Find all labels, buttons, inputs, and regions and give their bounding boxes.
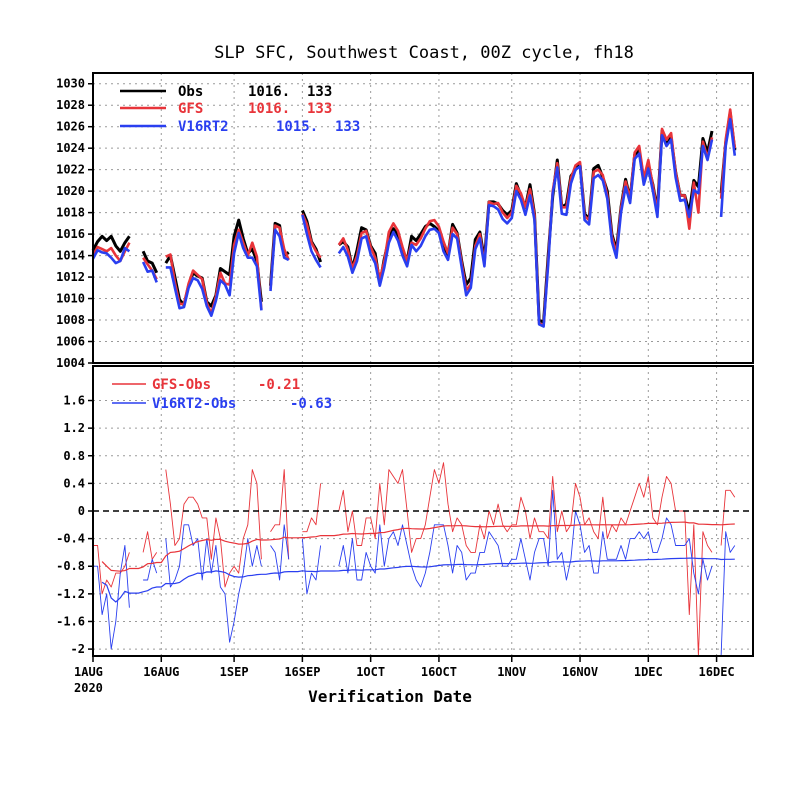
x-tick-label: 16OCT — [421, 665, 457, 679]
bottom-y-tick-label: -0.8 — [56, 559, 85, 573]
top-y-tick-label: 1010 — [56, 292, 85, 306]
x-tick-label: 16NOV — [562, 665, 598, 679]
legend-values-v16rt2: 1015. 133 — [276, 119, 360, 135]
bottom-legend: GFS-Obs -0.21 V16RT2-Obs -0.63 — [112, 377, 332, 412]
running-mean-gfs-obs — [101, 521, 735, 572]
series-line-v16rt2 — [91, 117, 737, 328]
x-tick-label: 1DEC — [634, 665, 663, 679]
legend-label-v16rt2: V16RT2 — [178, 119, 229, 135]
top-y-tick-label: 1024 — [56, 141, 85, 155]
x-axis-ticks: 1AUG 16AUG 1SEP 16SEP 1OCT 16OCT 1NOV 16NOV 1DEC… — [74, 656, 735, 679]
top-y-tick-label: 1020 — [56, 184, 85, 198]
x-axis-year-label: 2020 — [74, 681, 103, 695]
legend-label-gfs: GFS — [178, 101, 203, 117]
legend-value-gfs-obs: -0.21 — [258, 377, 300, 393]
bottom-panel-running-means — [101, 521, 735, 603]
bottom-y-tick-label: 1.2 — [63, 421, 85, 435]
top-panel-series — [91, 108, 737, 328]
top-y-tick-label: 1004 — [56, 356, 85, 370]
top-panel-frame — [92, 72, 754, 364]
legend-value-v16rt2-obs: -0.63 — [290, 396, 332, 412]
bottom-y-tick-label: 0.8 — [63, 449, 85, 463]
bottom-y-tick-label: 0.4 — [63, 476, 85, 490]
x-tick-label: 1AUG — [74, 665, 103, 679]
top-y-tick-label: 1018 — [56, 206, 85, 220]
bottom-panel-series — [93, 462, 736, 657]
x-tick-label: 16DEC — [699, 665, 735, 679]
bottom-y-tick-label: 1.6 — [63, 394, 85, 408]
top-y-tick-label: 1014 — [56, 249, 85, 263]
x-tick-label: 1OCT — [356, 665, 385, 679]
legend-label-obs: Obs — [178, 84, 203, 100]
x-tick-label: 16AUG — [143, 665, 179, 679]
running-mean-v16rt2-obs — [101, 557, 735, 603]
bottom-panel-y-ticks: -2 -1.6 -1.2 -0.8 -0.4 0 0.4 0.8 1.2 1.6 — [56, 394, 93, 656]
x-tick-label: 1SEP — [220, 665, 249, 679]
top-panel-y-ticks: 1004 1006 1008 1010 1012 1014 1016 1018 1020 1022… — [56, 77, 93, 370]
top-y-tick-label: 1028 — [56, 98, 85, 112]
bottom-y-tick-label: -1.2 — [56, 587, 85, 601]
x-tick-label: 1NOV — [497, 665, 526, 679]
series-line-v16rt2-obs — [93, 489, 736, 657]
x-axis-label: Verification Date — [308, 687, 472, 706]
top-y-tick-label: 1030 — [56, 77, 85, 91]
series-line-gfs-obs — [93, 462, 736, 657]
bottom-y-tick-label: -0.4 — [56, 532, 85, 546]
top-y-tick-label: 1008 — [56, 313, 85, 327]
top-y-tick-label: 1026 — [56, 120, 85, 134]
top-y-tick-label: 1012 — [56, 270, 85, 284]
top-y-tick-label: 1022 — [56, 163, 85, 177]
legend-label-gfs-obs: GFS-Obs — [152, 377, 211, 393]
bottom-panel-gridlines — [92, 366, 753, 656]
legend-values-obs: 1016. 133 — [248, 84, 332, 100]
series-line-obs — [91, 111, 737, 324]
chart-title: SLP SFC, Southwest Coast, 00Z cycle, fh1… — [214, 43, 634, 63]
top-y-tick-label: 1016 — [56, 227, 85, 241]
legend-label-v16rt2-obs: V16RT2-Obs — [152, 396, 236, 412]
top-legend: Obs 1016. 133 GFS 1016. 133 V16RT2 1015.… — [120, 84, 360, 135]
series-line-gfs — [91, 108, 737, 327]
bottom-y-tick-label: -2 — [71, 642, 85, 656]
top-y-tick-label: 1006 — [56, 335, 85, 349]
legend-values-gfs: 1016. 133 — [248, 101, 332, 117]
bottom-y-tick-label: 0 — [78, 504, 85, 518]
bottom-y-tick-label: -1.6 — [56, 614, 85, 628]
x-tick-label: 16SEP — [284, 665, 320, 679]
bottom-panel-frame — [92, 365, 754, 657]
